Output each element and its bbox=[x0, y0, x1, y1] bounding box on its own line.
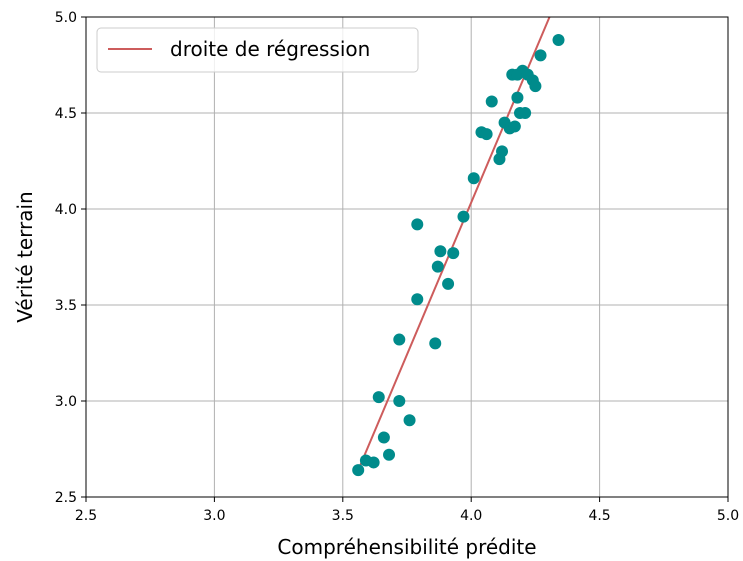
x-tick-label: 4.5 bbox=[588, 508, 610, 524]
data-point bbox=[552, 34, 565, 47]
legend-label: droite de régression bbox=[170, 37, 370, 61]
y-tick-label: 4.0 bbox=[55, 202, 77, 218]
data-point bbox=[434, 245, 447, 258]
axis-ticks: 2.5 3.0 3.5 4.0 4.5 5.0 2.5 3.0 3.5 4.0 4.5 5.0 bbox=[55, 10, 739, 524]
x-tick-label: 3.0 bbox=[203, 508, 225, 524]
data-point bbox=[534, 49, 547, 62]
x-tick-label: 3.5 bbox=[332, 508, 354, 524]
x-axis-title: Compréhensibilité prédite bbox=[277, 535, 536, 559]
data-point bbox=[442, 277, 455, 290]
legend: droite de régression bbox=[96, 27, 419, 73]
y-tick-label: 3.5 bbox=[55, 298, 77, 314]
y-tick-label: 2.5 bbox=[55, 490, 77, 506]
data-point bbox=[411, 293, 424, 306]
data-point bbox=[372, 391, 385, 404]
regression-line-layer bbox=[357, 16, 551, 471]
y-axis-title: Vérité terrain bbox=[13, 191, 37, 322]
data-point bbox=[377, 431, 390, 444]
data-point bbox=[411, 218, 424, 231]
data-point bbox=[480, 128, 493, 141]
data-point bbox=[447, 247, 460, 260]
data-point bbox=[429, 337, 442, 350]
data-point bbox=[393, 395, 406, 407]
data-point bbox=[485, 95, 498, 108]
data-point bbox=[457, 210, 470, 223]
regression-line bbox=[357, 16, 551, 471]
data-point bbox=[403, 414, 416, 427]
legend-box bbox=[96, 27, 419, 73]
data-point bbox=[383, 448, 396, 461]
data-point bbox=[431, 260, 444, 273]
data-point bbox=[508, 120, 521, 133]
data-point bbox=[367, 456, 380, 469]
data-point bbox=[529, 80, 542, 93]
x-tick-label: 4.0 bbox=[460, 508, 482, 524]
y-tick-label: 5.0 bbox=[55, 10, 77, 26]
y-tick-label: 3.0 bbox=[55, 394, 77, 410]
data-points bbox=[352, 34, 565, 477]
plot-frame bbox=[85, 16, 729, 498]
data-point bbox=[496, 145, 509, 158]
data-point bbox=[519, 107, 532, 119]
data-point bbox=[511, 91, 524, 104]
data-point bbox=[393, 333, 406, 346]
x-tick-label: 2.5 bbox=[75, 508, 97, 524]
data-point bbox=[467, 172, 480, 185]
y-tick-label: 4.5 bbox=[55, 106, 77, 122]
data-point bbox=[352, 464, 365, 477]
x-tick-label: 5.0 bbox=[717, 508, 739, 524]
